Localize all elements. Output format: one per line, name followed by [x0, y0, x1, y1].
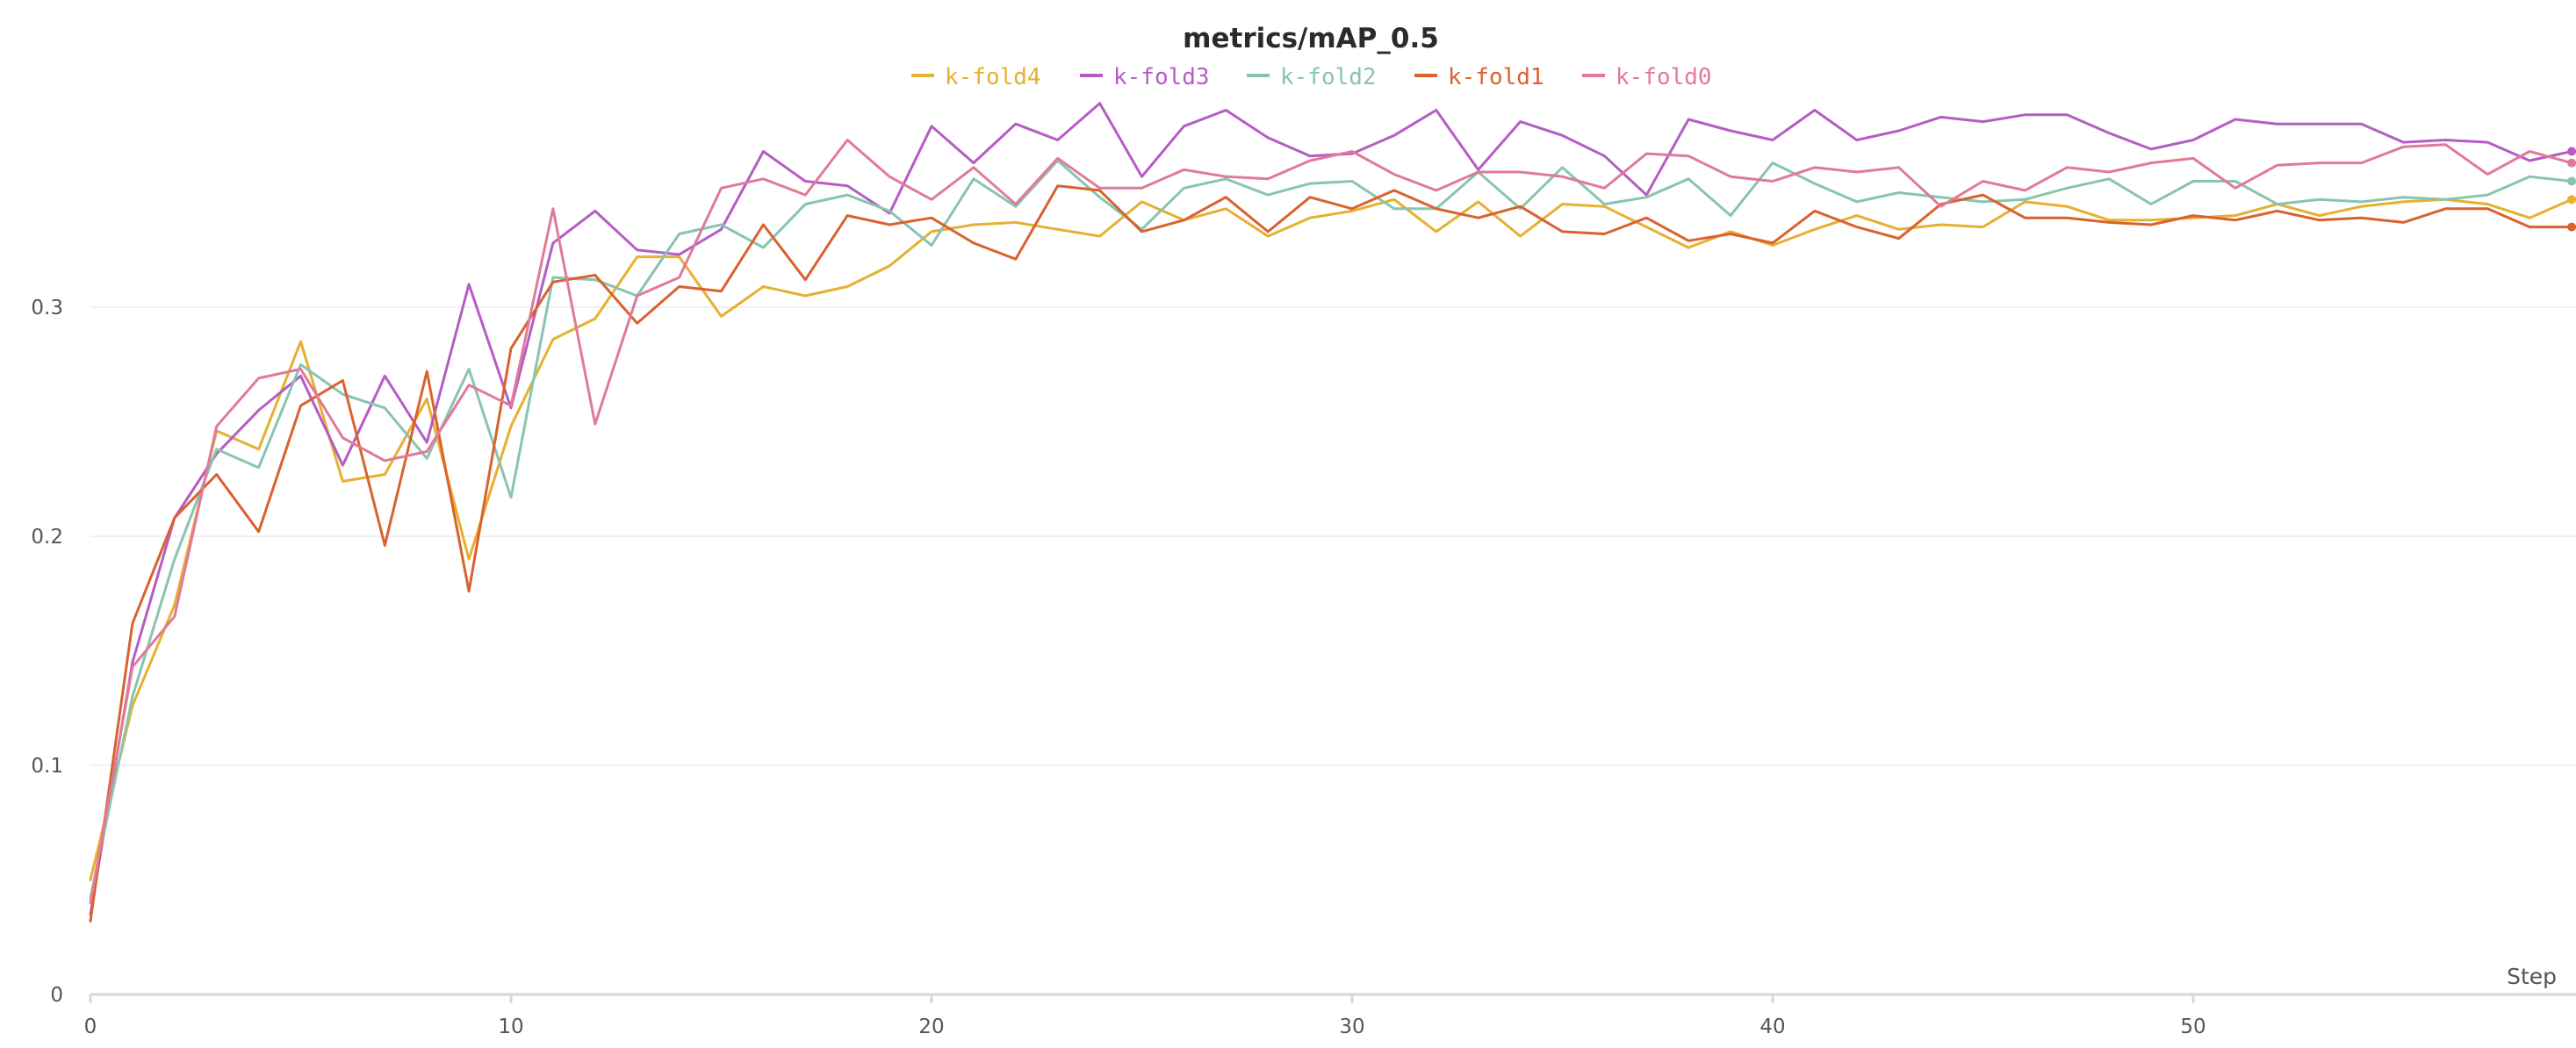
- series-end-dot-k-fold2: [2567, 176, 2576, 186]
- legend-item-k-fold3[interactable]: k-fold3: [1080, 64, 1210, 90]
- series-end-dot-k-fold1: [2567, 222, 2576, 232]
- series-end-dot-k-fold0: [2567, 158, 2576, 168]
- legend-item-k-fold0[interactable]: k-fold0: [1582, 64, 1712, 90]
- x-tick-label: 30: [1339, 1016, 1364, 1038]
- gridlines: [90, 306, 2576, 766]
- legend[interactable]: k-fold4 k-fold3 k-fold2 k-fold1 k-fold0: [911, 64, 1712, 90]
- legend-item-k-fold2[interactable]: k-fold2: [1247, 64, 1377, 90]
- x-tick-label: 10: [498, 1016, 523, 1038]
- legend-item-k-fold4[interactable]: k-fold4: [911, 64, 1041, 90]
- x-tick-label: 40: [1759, 1016, 1785, 1038]
- series-line-k-fold1[interactable]: [89, 184, 2573, 922]
- y-tick-label: 0: [50, 984, 63, 1007]
- series-line-k-fold4[interactable]: [89, 197, 2573, 881]
- series-line-k-fold3[interactable]: [89, 102, 2573, 916]
- series-end-dot-k-fold4: [2567, 195, 2576, 205]
- y-axis-ticks: 0 0.1 0.2 0.3: [31, 297, 63, 1007]
- series-line-k-fold2[interactable]: [89, 159, 2573, 900]
- legend-label-k-fold2: k-fold2: [1280, 64, 1377, 90]
- x-axis-label: Step: [2507, 964, 2557, 989]
- legend-label-k-fold0: k-fold0: [1615, 64, 1712, 90]
- chart-title: metrics/mAP_0.5: [1183, 23, 1439, 54]
- x-tick-label: 50: [2180, 1016, 2205, 1038]
- x-tick-label: 0: [84, 1016, 97, 1038]
- y-tick-label: 0.2: [31, 526, 63, 549]
- series-line-k-fold0[interactable]: [89, 139, 2573, 905]
- series-lines[interactable]: [89, 102, 2573, 922]
- series-end-dot-k-fold3: [2567, 147, 2576, 156]
- y-tick-label: 0.3: [31, 297, 63, 319]
- legend-label-k-fold1: k-fold1: [1448, 64, 1544, 90]
- series-end-markers: [2567, 147, 2576, 232]
- legend-item-k-fold1[interactable]: k-fold1: [1414, 64, 1544, 90]
- y-tick-label: 0.1: [31, 755, 63, 778]
- legend-label-k-fold3: k-fold3: [1113, 64, 1210, 90]
- x-tick-label: 20: [918, 1016, 944, 1038]
- legend-label-k-fold4: k-fold4: [945, 64, 1041, 90]
- x-axis-ticks: 0 10 20 30 40 50: [84, 994, 2206, 1038]
